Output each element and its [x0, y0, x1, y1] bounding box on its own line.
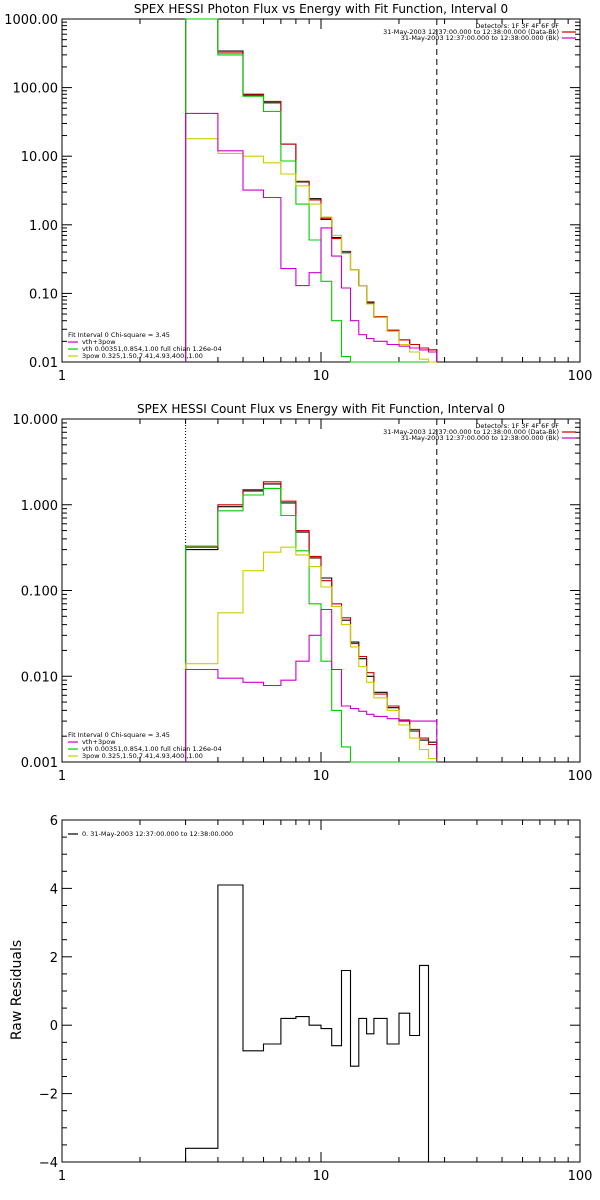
x-tick-label: 1 — [58, 1169, 66, 1184]
legend-bottom-entry: vth 0.00351,0.854,1.00 full chian 1.26e-… — [82, 745, 222, 753]
y-tick-label: 0.01 — [29, 356, 58, 371]
series-2-step-line — [185, 487, 437, 763]
legend-bottom-header: Fit Interval 0 Chi-square = 3.45 — [68, 731, 170, 739]
series-4-step-line — [185, 112, 438, 362]
x-tick-label: 100 — [568, 1169, 593, 1184]
y-tick-label: 4 — [50, 882, 58, 897]
series-0-step-line — [185, 18, 438, 362]
title-photon-flux: SPEX HESSI Photon Flux vs Energy with Fi… — [134, 2, 508, 16]
y-tick-label: 1.00 — [29, 219, 58, 234]
y-tick-label: 6 — [50, 814, 58, 829]
series-2-step-line — [185, 18, 437, 363]
y-tick-label: −4 — [39, 1156, 58, 1171]
series-3-step-line — [185, 546, 438, 762]
legend-top-entry: 31-May-2003 12:37:00.000 to 12:38:00.000… — [383, 28, 559, 36]
legend-top-entry: Detectors: 1F 3F 4F 6F 9F — [475, 422, 559, 430]
legend-bottom-entry: vth 0.00351,0.854,1.00 full chian 1.26e-… — [82, 345, 222, 353]
y-tick-label: 0.001 — [21, 756, 58, 771]
legend-bottom-header: Fit Interval 0 Chi-square = 3.45 — [68, 331, 170, 339]
legend-bottom-entry: vth+3pow — [82, 738, 116, 746]
legend-bottom-entry: 3pow 0.325,1.50,7.41,4.93,400.,1.00 — [82, 352, 203, 360]
y-tick-label: 10.00 — [21, 150, 58, 165]
y-tick-label: 100.00 — [13, 82, 59, 97]
y-tick-label: −2 — [39, 1088, 58, 1103]
x-tick-label: 1 — [58, 369, 66, 384]
y-tick-label: 0.100 — [21, 585, 58, 600]
series-3-step-line — [185, 138, 437, 363]
panel-residuals: Raw Residuals 1 10 100 −4 −2 0 2 4 6 0. 31-May-20… — [9, 814, 592, 1184]
y-axis-label-residuals: Raw Residuals — [9, 940, 25, 1040]
y-tick-label: 1.000 — [21, 499, 58, 514]
series-4-step-line — [185, 608, 438, 762]
legend-bottom-entry: vth+3pow — [82, 338, 116, 346]
legend-bottom-entry: 3pow 0.325,1.50,7.41,4.93,400.,1.00 — [82, 752, 203, 760]
title-count-flux: SPEX HESSI Count Flux vs Energy with Fit… — [137, 402, 505, 416]
series-0-step-line — [185, 884, 437, 1163]
x-tick-label: 1 — [58, 769, 66, 784]
y-tick-label: 10.000 — [13, 413, 59, 428]
x-tick-label: 100 — [568, 769, 593, 784]
x-tick-label: 100 — [568, 369, 593, 384]
y-tick-label: 0.010 — [21, 670, 58, 685]
legend-top-entry: 0. 31-May-2003 12:37:00.000 to 12:38:00.… — [82, 830, 233, 838]
plot-frame — [61, 819, 581, 1163]
x-tick-label: 10 — [313, 369, 330, 384]
y-tick-label: 0.10 — [29, 287, 58, 302]
panel-photon-flux: SPEX HESSI Photon Flux vs Energy with Fi… — [4, 2, 592, 384]
y-tick-label: 2 — [50, 951, 58, 966]
legend-top-entry: Detectors: 1F 3F 4F 6F 9F — [475, 22, 559, 30]
series-1-step-line — [185, 18, 438, 362]
x-tick-label: 10 — [313, 769, 330, 784]
x-tick-label: 10 — [313, 1169, 330, 1184]
legend-top-entry: 31-May-2003 12:37:00.000 to 12:38:00.000… — [401, 34, 559, 42]
legend-top-entry: 31-May-2003 12:37:00.000 to 12:38:00.000… — [383, 428, 559, 436]
plot-frame — [61, 418, 581, 763]
y-tick-label: 1000.00 — [4, 13, 58, 28]
panel-count-flux: SPEX HESSI Count Flux vs Energy with Fit… — [13, 402, 593, 784]
plot-frame — [61, 18, 581, 363]
legend-top-entry: 31-May-2003 12:37:00.000 to 12:38:00.000… — [401, 434, 559, 442]
y-tick-label: 0 — [50, 1019, 58, 1034]
